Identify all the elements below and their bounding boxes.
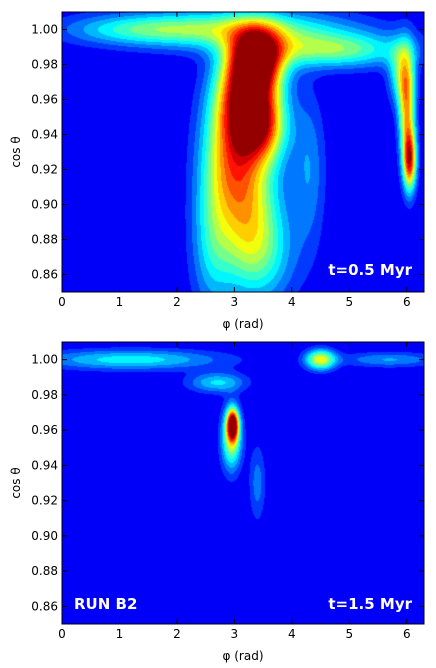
y-tick-label-bottom: 0.96	[31, 423, 58, 437]
heatmap-bottom	[62, 342, 424, 624]
x-tick-label-top: 5	[345, 295, 353, 309]
y-axis-label-top: cos θ	[9, 136, 23, 167]
axes-frame-bottom	[61, 341, 425, 625]
y-tick-label-top: 1.00	[31, 23, 58, 37]
y-axis-label-bottom: cos θ	[9, 467, 23, 498]
annotation-time-top: t=0.5 Myr	[328, 261, 412, 279]
x-tick-label-bottom: 2	[173, 627, 181, 641]
y-tick-label-top: 0.86	[31, 268, 58, 282]
y-tick-label-top: 0.96	[31, 93, 58, 107]
y-tick-label-bottom: 0.88	[31, 564, 58, 578]
x-tick-label-top: 0	[58, 295, 66, 309]
axes-frame-top	[61, 11, 425, 293]
y-tick-label-bottom: 0.86	[31, 599, 58, 613]
y-tick-label-top: 0.88	[31, 233, 58, 247]
x-axis-label-bottom: φ (rad)	[223, 649, 264, 663]
x-tick-label-bottom: 0	[58, 627, 66, 641]
annotation-time-bottom: t=1.5 Myr	[328, 595, 412, 613]
y-tick-label-top: 0.94	[31, 128, 58, 142]
y-tick-label-top: 0.92	[31, 163, 58, 177]
x-tick-label-top: 6	[403, 295, 411, 309]
x-axis-label-top: φ (rad)	[223, 317, 264, 331]
x-tick-label-top: 3	[231, 295, 239, 309]
x-tick-label-top: 1	[116, 295, 124, 309]
y-tick-label-bottom: 0.92	[31, 494, 58, 508]
y-tick-label-top: 0.98	[31, 58, 58, 72]
x-tick-label-bottom: 6	[403, 627, 411, 641]
panel-top: 0 1 2 3 4 5 60.860.880.900.920.940.960.981.00 …	[9, 11, 425, 331]
panel-bottom: 0 1 2 3 4 5 60.860.880.900.920.940.960.981.00 …	[9, 341, 425, 663]
annotation-run-label: RUN B2	[74, 595, 137, 613]
heatmap-top	[62, 12, 424, 292]
x-tick-label-bottom: 5	[345, 627, 353, 641]
y-tick-label-bottom: 0.94	[31, 458, 58, 472]
y-tick-label-bottom: 0.90	[31, 529, 58, 543]
x-tick-label-bottom: 3	[231, 627, 239, 641]
y-tick-label-bottom: 1.00	[31, 353, 58, 367]
x-tick-label-bottom: 4	[288, 627, 296, 641]
x-tick-label-top: 4	[288, 295, 296, 309]
x-tick-label-bottom: 1	[116, 627, 124, 641]
x-tick-label-top: 2	[173, 295, 181, 309]
y-tick-label-bottom: 0.98	[31, 388, 58, 402]
y-tick-label-top: 0.90	[31, 198, 58, 212]
